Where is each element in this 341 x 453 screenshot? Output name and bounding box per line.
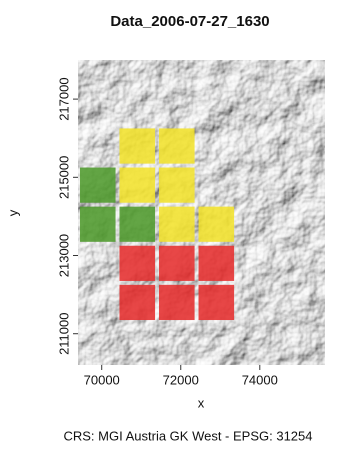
- cell: [199, 285, 235, 320]
- cell: [80, 207, 116, 242]
- cell: [119, 246, 155, 281]
- cell: [159, 128, 195, 163]
- y-tick-label: 217000: [56, 77, 71, 120]
- cell: [80, 168, 116, 203]
- cell: [159, 285, 195, 320]
- cell: [159, 246, 195, 281]
- x-tick-label: 72000: [163, 372, 199, 387]
- x-tick-label: 70000: [84, 372, 120, 387]
- x-tick-label: 74000: [242, 372, 278, 387]
- cell: [119, 285, 155, 320]
- y-axis-label: y: [5, 209, 20, 216]
- cell: [119, 207, 155, 242]
- cell: [199, 207, 235, 242]
- cell: [119, 168, 155, 203]
- cell: [119, 128, 155, 163]
- caption: CRS: MGI Austria GK West - EPSG: 31254: [63, 428, 312, 443]
- cell: [199, 246, 235, 281]
- y-tick-label: 211000: [56, 313, 71, 355]
- y-tick-label: 215000: [56, 156, 71, 199]
- cell: [159, 168, 195, 203]
- cell: [159, 207, 195, 242]
- chart-title: Data_2006-07-27_1630: [110, 13, 269, 30]
- chart: Data_2006-07-27_1630 x y CRS: MGI Austri…: [0, 0, 341, 453]
- y-tick-label: 213000: [56, 234, 71, 277]
- x-axis-label: x: [198, 395, 205, 410]
